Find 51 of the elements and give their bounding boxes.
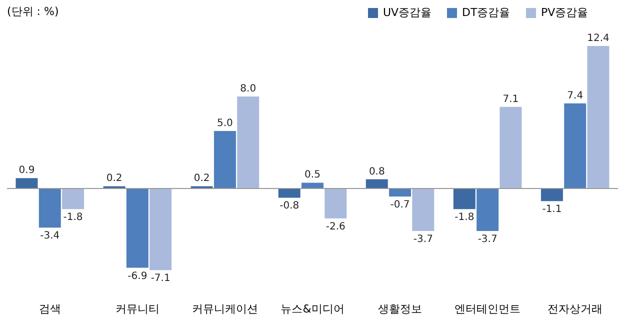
data-label: 0.9 [18,165,35,176]
bar [389,188,412,197]
data-label: 0.5 [304,170,320,181]
bar [38,188,61,228]
x-tick-label: 커뮤니티 [115,302,160,316]
bar [214,131,236,188]
data-label: 8.0 [240,84,256,95]
bar [366,179,388,188]
data-label: -1.1 [542,204,562,216]
bar [500,106,522,188]
data-label: -6.9 [128,270,148,282]
data-label: -3.4 [40,230,60,242]
legend-label: DT증감율 [462,6,510,19]
x-tick-label: 엔터테인먼트 [454,302,521,316]
bar [16,178,38,188]
x-tick-label: 뉴스&미디어 [280,302,344,316]
data-label: -0.7 [390,200,410,211]
bar [278,188,300,198]
data-label: 12.4 [587,32,610,44]
x-tick-label: 검색 [38,302,61,316]
bar [476,188,499,232]
data-label: -7.1 [150,273,170,284]
x-tick-label: 커뮤니케이션 [192,302,258,316]
legend-label: PV증감율 [541,6,588,19]
bar [302,182,324,188]
bar [150,188,172,270]
bar [412,188,434,232]
x-tick-label: 전자상거래 [548,302,603,316]
data-label: -3.7 [413,234,433,246]
legend-label: UV증감율 [383,6,432,19]
data-label: -0.8 [280,200,300,212]
data-label: 0.2 [194,173,210,184]
bar [587,46,610,188]
x-tick-label: 생활정보 [378,302,422,316]
data-label: -1.8 [63,212,83,224]
data-label: -3.7 [478,234,498,246]
bar [540,188,563,202]
bar [126,188,148,268]
data-label: 7.4 [567,90,584,102]
bar [237,96,260,188]
data-label: 7.1 [502,94,519,105]
text: (단위 : %) [7,4,59,18]
data-label: 5.0 [217,118,233,130]
data-label: -1.8 [454,212,474,224]
bar [453,188,476,210]
bar [564,103,586,188]
data-label: 0.8 [368,166,385,178]
bar [324,188,347,218]
data-label: 0.2 [106,173,122,184]
data-label: -2.6 [326,221,346,232]
bar [62,188,84,210]
